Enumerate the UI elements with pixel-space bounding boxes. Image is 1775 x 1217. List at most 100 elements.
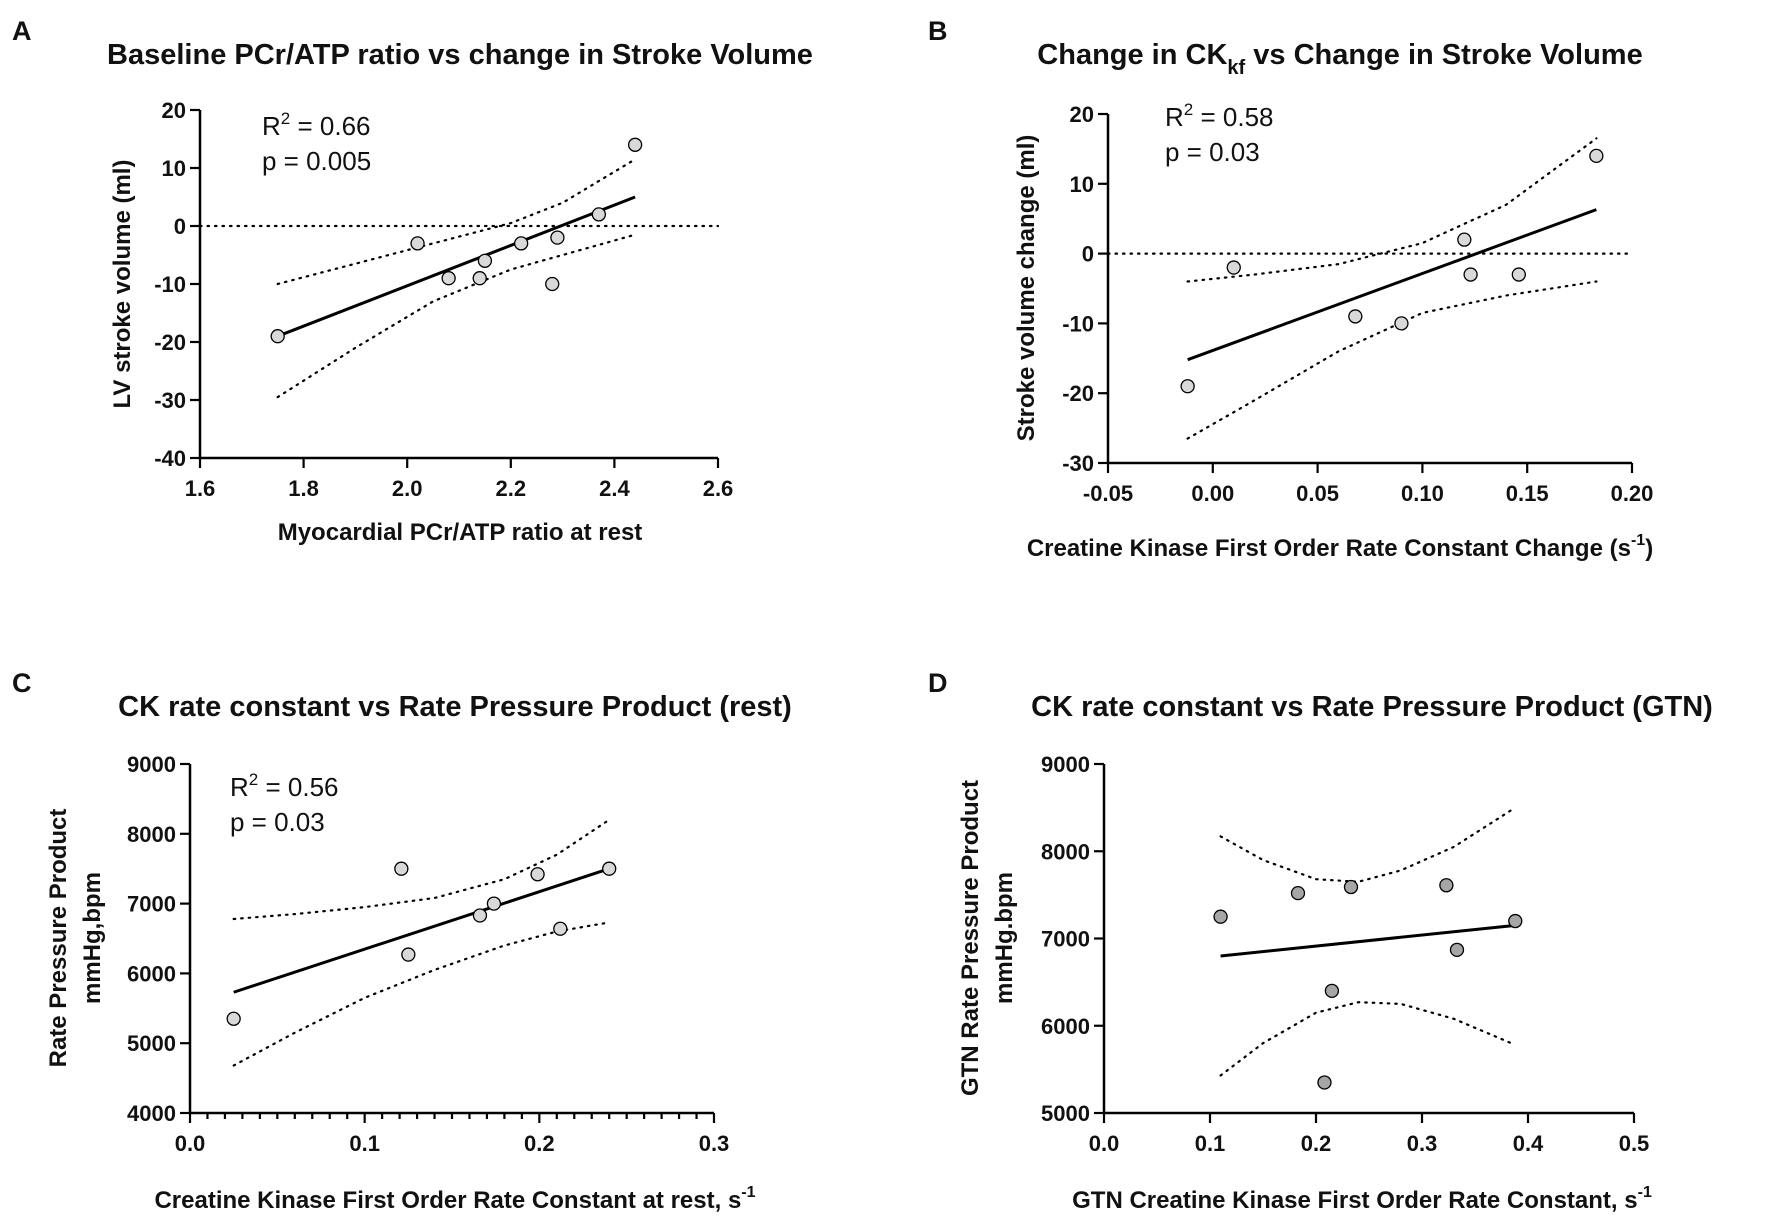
x-tick-label-d: 0.0 bbox=[1089, 1131, 1120, 1156]
x-tick-label-b: 0.05 bbox=[1296, 481, 1339, 506]
ci-lower-band-b bbox=[1186, 280, 1598, 440]
data-point-d bbox=[1449, 942, 1465, 957]
regression-line-c bbox=[233, 867, 610, 994]
r-squared-a: R2 = 0.66 bbox=[262, 109, 370, 141]
regression-line-a bbox=[277, 195, 636, 338]
panel-d: D CK rate constant vs Rate Pressure Prod… bbox=[928, 668, 1713, 1214]
data-point-b bbox=[1226, 260, 1241, 275]
chart-title-d: CK rate constant vs Rate Pressure Produc… bbox=[1031, 691, 1713, 723]
data-point-b bbox=[1394, 316, 1409, 331]
x-tick-label-d: 0.1 bbox=[1195, 1131, 1226, 1156]
x-tick-label-c: 0.0 bbox=[175, 1131, 206, 1156]
data-point-c bbox=[602, 861, 617, 876]
y-tick-label-d: 9000 bbox=[1041, 752, 1090, 777]
chart-title-a: Baseline PCr/ATP ratio vs change in Stro… bbox=[107, 39, 813, 71]
r-squared-c: R2 = 0.56 bbox=[230, 770, 338, 802]
data-point-d bbox=[1324, 983, 1340, 998]
panel-letter-a: A bbox=[12, 16, 32, 46]
y-tick-label-d: 6000 bbox=[1041, 1014, 1090, 1039]
data-point-d bbox=[1317, 1075, 1332, 1090]
data-point-b bbox=[1511, 267, 1526, 282]
y-tick-label-b: -20 bbox=[1062, 381, 1094, 406]
chart-title-c: CK rate constant vs Rate Pressure Produc… bbox=[118, 691, 792, 723]
data-point-b bbox=[1589, 148, 1604, 164]
x-tick-label-b: 0.10 bbox=[1401, 481, 1444, 506]
y-axis-title-c-line1: Rate Pressure Product bbox=[45, 809, 72, 1068]
data-point-a bbox=[591, 207, 607, 222]
y-tick-label-c: 7000 bbox=[127, 892, 176, 917]
x-tick-label-a: 2.6 bbox=[703, 476, 734, 501]
data-point-d bbox=[1439, 878, 1454, 893]
x-tick-label-d: 0.2 bbox=[1301, 1131, 1332, 1156]
data-point-c bbox=[401, 947, 416, 962]
ci-upper-band-d bbox=[1219, 806, 1517, 883]
data-point-b bbox=[1180, 379, 1195, 394]
y-tick-label-c: 8000 bbox=[127, 822, 176, 847]
y-tick-label-a: 20 bbox=[162, 98, 186, 123]
x-tick-label-a: 1.8 bbox=[288, 476, 319, 501]
y-axis-title-d-line1: GTN Rate Pressure Product bbox=[957, 780, 984, 1096]
ci-upper-band-b bbox=[1186, 137, 1598, 283]
x-tick-label-c: 0.3 bbox=[699, 1131, 730, 1156]
data-point-c bbox=[486, 896, 502, 911]
x-tick-label-b: 0.20 bbox=[1611, 481, 1654, 506]
y-tick-label-c: 5000 bbox=[127, 1031, 176, 1056]
y-tick-label-a: -30 bbox=[154, 388, 186, 413]
data-point-c bbox=[553, 921, 568, 936]
ci-upper-band-a bbox=[276, 158, 637, 286]
data-point-d bbox=[1508, 913, 1523, 929]
data-point-b bbox=[1463, 267, 1478, 282]
data-point-a bbox=[550, 230, 565, 245]
x-axis-title-d: GTN Creatine Kinase First Order Rate Con… bbox=[1072, 1184, 1652, 1214]
p-value-c: p = 0.03 bbox=[230, 807, 325, 837]
data-point-d bbox=[1290, 885, 1306, 901]
y-tick-label-a: -40 bbox=[154, 446, 186, 471]
y-tick-label-d: 5000 bbox=[1041, 1101, 1090, 1126]
p-value-a: p = 0.005 bbox=[262, 146, 371, 176]
y-tick-label-c: 9000 bbox=[127, 752, 176, 777]
y-tick-label-c: 6000 bbox=[127, 961, 176, 986]
x-tick-label-a: 2.4 bbox=[599, 476, 630, 501]
y-axis-title-a: LV stroke volume (ml) bbox=[109, 160, 136, 409]
data-point-c bbox=[226, 1011, 241, 1026]
y-axis-title-c-line2: mmHg,bpm bbox=[79, 872, 106, 1004]
r-squared-b: R2 = 0.58 bbox=[1165, 100, 1273, 132]
x-tick-label-a: 2.2 bbox=[496, 476, 527, 501]
y-axis-title-d-line2: mmHg.bpm bbox=[991, 872, 1018, 1004]
x-tick-label-a: 1.6 bbox=[185, 476, 216, 501]
x-tick-label-d: 0.3 bbox=[1407, 1131, 1438, 1156]
data-point-d bbox=[1343, 879, 1359, 895]
x-tick-label-c: 0.2 bbox=[524, 1131, 555, 1156]
ci-lower-band-a bbox=[276, 233, 637, 399]
y-tick-label-a: 0 bbox=[174, 214, 186, 239]
data-point-b bbox=[1457, 232, 1472, 247]
panel-letter-d: D bbox=[928, 668, 948, 698]
data-point-a bbox=[627, 137, 643, 152]
x-tick-label-d: 0.5 bbox=[1619, 1131, 1650, 1156]
data-point-a bbox=[441, 271, 456, 286]
y-tick-label-b: -30 bbox=[1062, 451, 1094, 476]
y-tick-label-a: -10 bbox=[154, 272, 186, 297]
data-point-a bbox=[270, 329, 285, 344]
x-axis-title-c: Creatine Kinase First Order Rate Constan… bbox=[154, 1184, 755, 1214]
data-point-a bbox=[514, 236, 529, 251]
panel-c: C CK rate constant vs Rate Pressure Prod… bbox=[12, 668, 792, 1214]
chart-title-b: Change in CKkf vs Change in Stroke Volum… bbox=[1037, 39, 1642, 79]
data-point-c bbox=[472, 908, 488, 923]
y-tick-label-c: 4000 bbox=[127, 1101, 176, 1126]
data-point-a bbox=[410, 236, 425, 251]
y-tick-label-b: 0 bbox=[1082, 242, 1094, 267]
data-point-c bbox=[530, 867, 545, 882]
data-point-d bbox=[1213, 909, 1228, 924]
data-point-b bbox=[1348, 309, 1363, 324]
data-point-c bbox=[394, 861, 409, 876]
panel-letter-c: C bbox=[12, 668, 32, 698]
panel-b: B Change in CKkf vs Change in Stroke Vol… bbox=[928, 16, 1653, 562]
x-axis-title-b: Creatine Kinase First Order Rate Constan… bbox=[1027, 532, 1653, 562]
y-tick-label-d: 7000 bbox=[1041, 927, 1090, 952]
data-point-a bbox=[472, 271, 487, 286]
y-tick-label-d: 8000 bbox=[1041, 839, 1090, 864]
y-tick-label-b: 20 bbox=[1070, 102, 1094, 127]
ci-upper-band-c bbox=[232, 818, 611, 921]
